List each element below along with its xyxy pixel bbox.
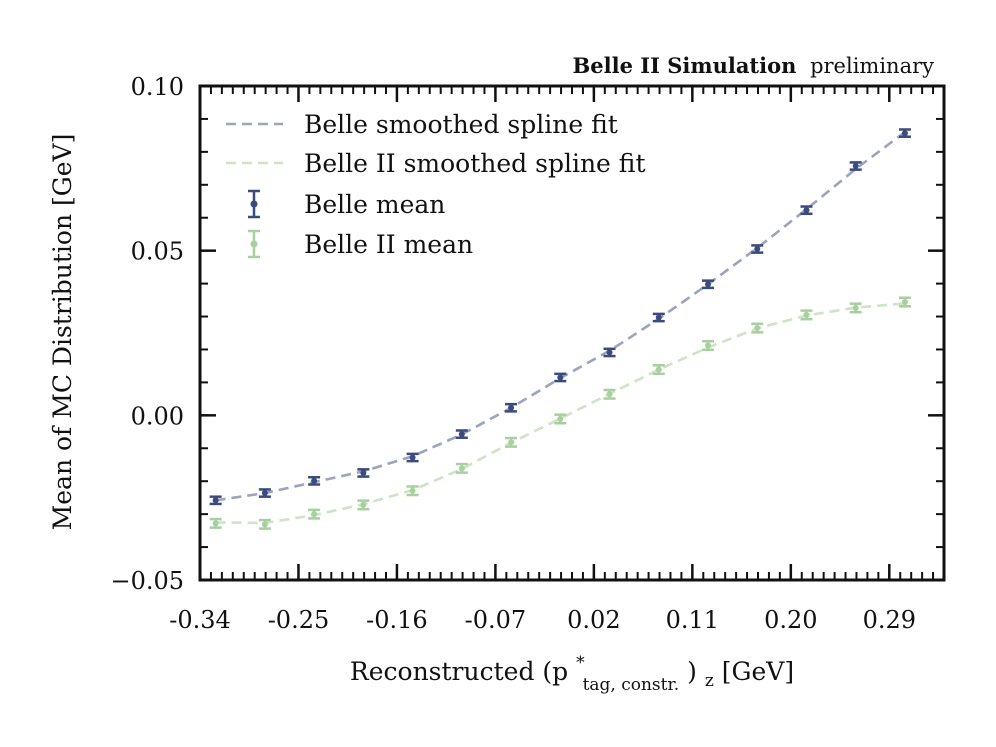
data-point <box>655 366 662 373</box>
y-tick-label: 0.05 <box>131 238 184 266</box>
data-point <box>311 477 318 484</box>
x-tick-label: 0.02 <box>567 606 620 634</box>
plot-layer <box>209 128 911 530</box>
data-point <box>754 246 761 253</box>
data-point <box>261 490 268 497</box>
data-point <box>901 299 908 306</box>
legend: Belle smoothed spline fit Belle II smooth… <box>226 110 646 259</box>
data-point <box>754 325 761 332</box>
legend-marker <box>250 200 258 208</box>
legend-label: Belle II mean <box>304 230 473 259</box>
x-label-suffix: ) <box>687 657 697 686</box>
x-tick-label: 0.11 <box>666 606 719 634</box>
data-point <box>803 311 810 318</box>
data-point <box>360 469 367 476</box>
x-axis-label: Reconstructed (p * tag, constr. ) z [GeV… <box>350 645 794 696</box>
data-point <box>508 404 515 411</box>
x-label-sup: * <box>576 653 585 673</box>
y-tick-label: 0.10 <box>131 73 184 101</box>
data-point <box>852 163 859 170</box>
data-point <box>557 374 564 381</box>
x-tick-label: 0.20 <box>764 606 817 634</box>
x-label-unit: [GeV] <box>722 657 794 686</box>
data-point <box>458 431 465 438</box>
data-point <box>458 465 465 472</box>
y-tick-label: 0.00 <box>131 402 184 430</box>
data-point <box>852 304 859 311</box>
legend-label: Belle II smoothed spline fit <box>304 149 646 178</box>
plot-frame <box>198 84 946 582</box>
data-point <box>606 349 613 356</box>
banner: Belle II Simulation preliminary <box>573 53 935 78</box>
data-point <box>655 314 662 321</box>
data-point <box>704 281 711 288</box>
data-point <box>409 454 416 461</box>
x-tick-label: -0.16 <box>366 606 428 634</box>
data-point <box>261 521 268 528</box>
data-point <box>803 207 810 214</box>
legend-label: Belle mean <box>304 190 445 219</box>
data-point <box>508 439 515 446</box>
banner-normal: preliminary <box>810 54 934 78</box>
data-point <box>311 511 318 518</box>
banner-bold: Belle II Simulation <box>573 53 797 78</box>
data-point <box>606 391 613 398</box>
x-label-prefix: Reconstructed (p <box>350 657 568 686</box>
legend-label: Belle smoothed spline fit <box>304 110 618 139</box>
x-label-sub: tag, constr. <box>583 675 680 695</box>
fit-line <box>215 302 906 525</box>
data-point <box>901 130 908 137</box>
x-label-sub2: z <box>705 671 714 691</box>
data-point <box>212 497 219 504</box>
data-point <box>409 487 416 494</box>
x-tick-label: -0.25 <box>268 606 330 634</box>
x-tick-label: -0.34 <box>169 606 231 634</box>
data-point <box>557 415 564 422</box>
data-point <box>212 520 219 527</box>
y-tick-label: −0.05 <box>110 567 184 595</box>
x-tick-label: 0.29 <box>863 606 916 634</box>
data-point <box>704 342 711 349</box>
x-tick-label: -0.07 <box>465 606 527 634</box>
data-point <box>360 501 367 508</box>
y-axis-label: Mean of MC Distribution [GeV] <box>48 134 77 531</box>
legend-marker <box>250 240 258 248</box>
